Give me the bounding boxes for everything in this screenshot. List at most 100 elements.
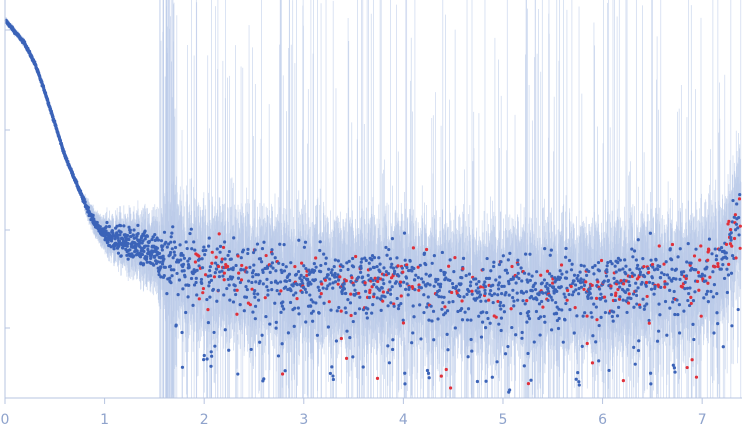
data-point [181, 253, 185, 257]
data-point [378, 270, 382, 274]
data-point [335, 309, 339, 313]
data-point [309, 298, 313, 302]
data-point [251, 269, 255, 273]
outlier-point [217, 232, 221, 236]
outlier-point [479, 285, 483, 289]
data-point [182, 269, 186, 273]
data-point [138, 255, 143, 259]
data-point [424, 284, 428, 288]
data-point [218, 250, 222, 254]
outlier-point [496, 299, 500, 304]
error-bars [5, 0, 742, 398]
data-point [402, 231, 407, 235]
data-point [331, 374, 335, 378]
data-point [139, 261, 143, 265]
outlier-point [279, 289, 283, 293]
data-point [346, 267, 350, 272]
data-point [288, 278, 292, 283]
data-point [298, 276, 302, 280]
data-point [156, 238, 161, 242]
data-point [324, 262, 328, 266]
data-point [403, 258, 407, 262]
data-point [304, 290, 308, 294]
data-point [454, 284, 459, 288]
data-point [266, 293, 270, 297]
data-point [169, 268, 174, 272]
data-point [289, 289, 293, 293]
data-point [469, 318, 473, 322]
data-point [137, 251, 142, 256]
data-point [311, 300, 315, 304]
data-point [404, 276, 409, 280]
data-point [239, 267, 243, 271]
outlier-point [210, 250, 214, 254]
data-point [149, 253, 154, 257]
data-point [116, 251, 121, 255]
data-point [241, 248, 246, 252]
data-point [443, 271, 447, 275]
data-point [451, 300, 455, 304]
data-point [105, 220, 109, 225]
data-point [388, 280, 392, 284]
data-point [394, 280, 398, 284]
data-point [395, 256, 399, 260]
data-point [169, 235, 173, 239]
data-point [260, 247, 265, 251]
data-point [351, 256, 355, 261]
data-point [58, 139, 63, 143]
data-point [342, 287, 347, 291]
data-point [143, 229, 147, 233]
data-point [128, 248, 132, 252]
outlier-point [248, 303, 252, 307]
data-point [426, 282, 430, 286]
data-point [152, 255, 157, 259]
data-point [119, 230, 123, 234]
data-point [229, 257, 233, 261]
data-point [344, 311, 348, 315]
data-point [412, 266, 416, 271]
data-point [336, 259, 340, 263]
data-point [302, 264, 306, 268]
data-point [273, 301, 277, 305]
data-point [142, 249, 146, 254]
data-point [109, 245, 113, 249]
data-point [296, 269, 301, 274]
data-point [199, 277, 204, 282]
data-point [276, 281, 280, 285]
data-point [145, 234, 150, 238]
data-point [266, 288, 270, 292]
data-point [247, 279, 251, 283]
data-point [426, 295, 430, 299]
outlier-point [357, 291, 361, 295]
outlier-point [368, 290, 372, 295]
data-point [128, 228, 132, 232]
data-point [209, 350, 213, 354]
data-point [171, 256, 175, 260]
outlier-point [320, 282, 324, 286]
data-point [275, 288, 279, 293]
outlier-point [376, 279, 380, 284]
data-point [160, 262, 165, 266]
data-point [311, 309, 315, 313]
data-point [236, 372, 240, 376]
data-point [390, 262, 394, 266]
data-point [336, 273, 340, 277]
data-point [280, 270, 284, 275]
data-point [226, 253, 230, 257]
data-point [319, 270, 323, 274]
data-point [384, 245, 388, 250]
data-point [369, 276, 373, 281]
data-point [226, 277, 230, 281]
data-point [284, 265, 288, 269]
data-point [477, 290, 481, 294]
outlier-point [210, 261, 214, 265]
data-point [436, 277, 440, 282]
outlier-point [363, 281, 367, 285]
data-point [206, 320, 210, 325]
data-point [159, 275, 163, 279]
outlier-point [460, 299, 464, 303]
data-point [411, 304, 415, 308]
data-point [422, 310, 426, 315]
data-point [265, 277, 269, 281]
data-point [403, 371, 407, 375]
